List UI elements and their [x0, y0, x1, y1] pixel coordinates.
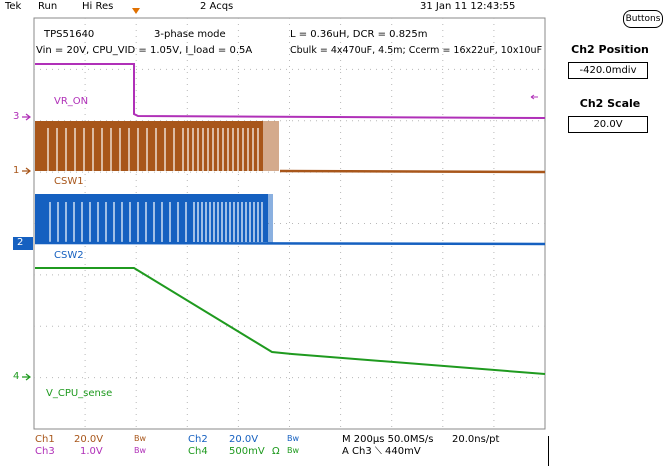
ch3-trace [35, 63, 546, 119]
buttons-button[interactable]: Buttons [623, 10, 663, 28]
ch2-position-value[interactable]: -420.0mdiv [568, 62, 648, 79]
device-note: TPS51640 [44, 29, 95, 40]
datetime: 31 Jan 11 12:43:55 [420, 1, 516, 12]
footer-ch1-bw: Bw [134, 434, 147, 443]
footer-ch4-bw: Bw [287, 446, 300, 455]
footer-ch4-scale: 500mV [229, 446, 265, 457]
conditions-note: Vin = 20V, CPU_VID = 1.05V, I_load = 0.5… [36, 45, 253, 56]
ch1-pulse-gaps [47, 128, 259, 171]
footer-ch3-scale: 1.0V [80, 446, 103, 457]
caps-note: Cbulk = 4x470uF, 4.5m; Ccerm = 16x22uF, … [290, 45, 543, 56]
ch2-pulse-tail [267, 194, 273, 243]
run-state: Run [38, 1, 58, 12]
ch1-baseline [279, 169, 546, 174]
footer-ch1-scale: 20.0V [74, 434, 104, 445]
footer-timebase: M 200µs 50.0MS/s [342, 434, 434, 445]
mode-note: 3-phase mode [154, 29, 226, 40]
ch2-scale-title: Ch2 Scale [579, 97, 641, 110]
footer-trigger: A Ch3 ⟍ 440mV [342, 446, 421, 457]
footer-ch4-name: Ch4 [188, 446, 208, 457]
inductor-note: L = 0.36uH, DCR = 0.825m [290, 29, 428, 40]
footer-divider [548, 436, 549, 466]
ch3-marker: 3 [13, 111, 20, 122]
footer-ch2-scale: 20.0V [229, 434, 259, 445]
ch1-switching-burst [35, 121, 263, 171]
ch2-scale-value[interactable]: 20.0V [568, 116, 648, 133]
footer-ch1-name: Ch1 [35, 434, 55, 445]
ch3-trigger-level-icon [530, 94, 538, 100]
ch1-marker: 1 [13, 165, 20, 176]
ch1-pulse-tail [263, 121, 279, 171]
ch3-trace-label: VR_ON [54, 96, 89, 107]
ch3-ground-marker-icon [22, 113, 31, 121]
footer-ch4-unit: Ω [272, 446, 280, 457]
ch2-trace-label: CSW2 [54, 250, 84, 261]
footer-sample-interval: 20.0ns/pt [452, 434, 500, 445]
trigger-position-icon [132, 8, 140, 14]
ch2-ground-marker-icon [13, 237, 33, 250]
footer-ch3-bw: Bw [134, 446, 147, 455]
ch2-pulse-gaps [49, 202, 263, 242]
ch4-trace [35, 267, 546, 375]
ch4-ground-marker-icon [22, 373, 31, 381]
acq-count: 2 Acqs [200, 1, 234, 12]
footer-ch2-name: Ch2 [188, 434, 208, 445]
ch1-ground-marker-icon [22, 167, 31, 175]
brand-label: Tek [5, 1, 22, 12]
ch2-marker: 2 [17, 237, 24, 248]
acq-mode: Hi Res [82, 1, 114, 12]
ch4-trace-label: V_CPU_sense [46, 388, 113, 399]
graticule-grid [34, 18, 545, 429]
ch2-position-title: Ch2 Position [571, 43, 649, 56]
ch1-trace-label: CSW1 [54, 176, 84, 187]
ch2-switching-burst [35, 194, 268, 242]
ch4-marker: 4 [13, 371, 20, 382]
footer-ch3-name: Ch3 [35, 446, 55, 457]
footer-ch2-bw: Bw [287, 434, 300, 443]
ch2-baseline [34, 241, 546, 246]
